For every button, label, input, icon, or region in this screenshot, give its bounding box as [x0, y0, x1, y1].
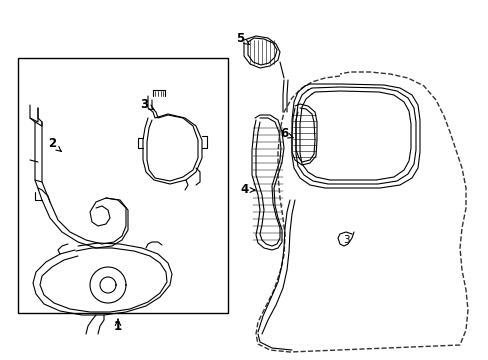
Text: 2: 2 — [48, 138, 61, 152]
Text: 5: 5 — [235, 31, 249, 45]
Text: 3: 3 — [140, 98, 154, 111]
Text: 3: 3 — [342, 235, 348, 245]
Text: 6: 6 — [279, 127, 293, 140]
Bar — [18, 58, 227, 313]
Text: 4: 4 — [241, 184, 255, 197]
Text: 1: 1 — [114, 320, 122, 333]
